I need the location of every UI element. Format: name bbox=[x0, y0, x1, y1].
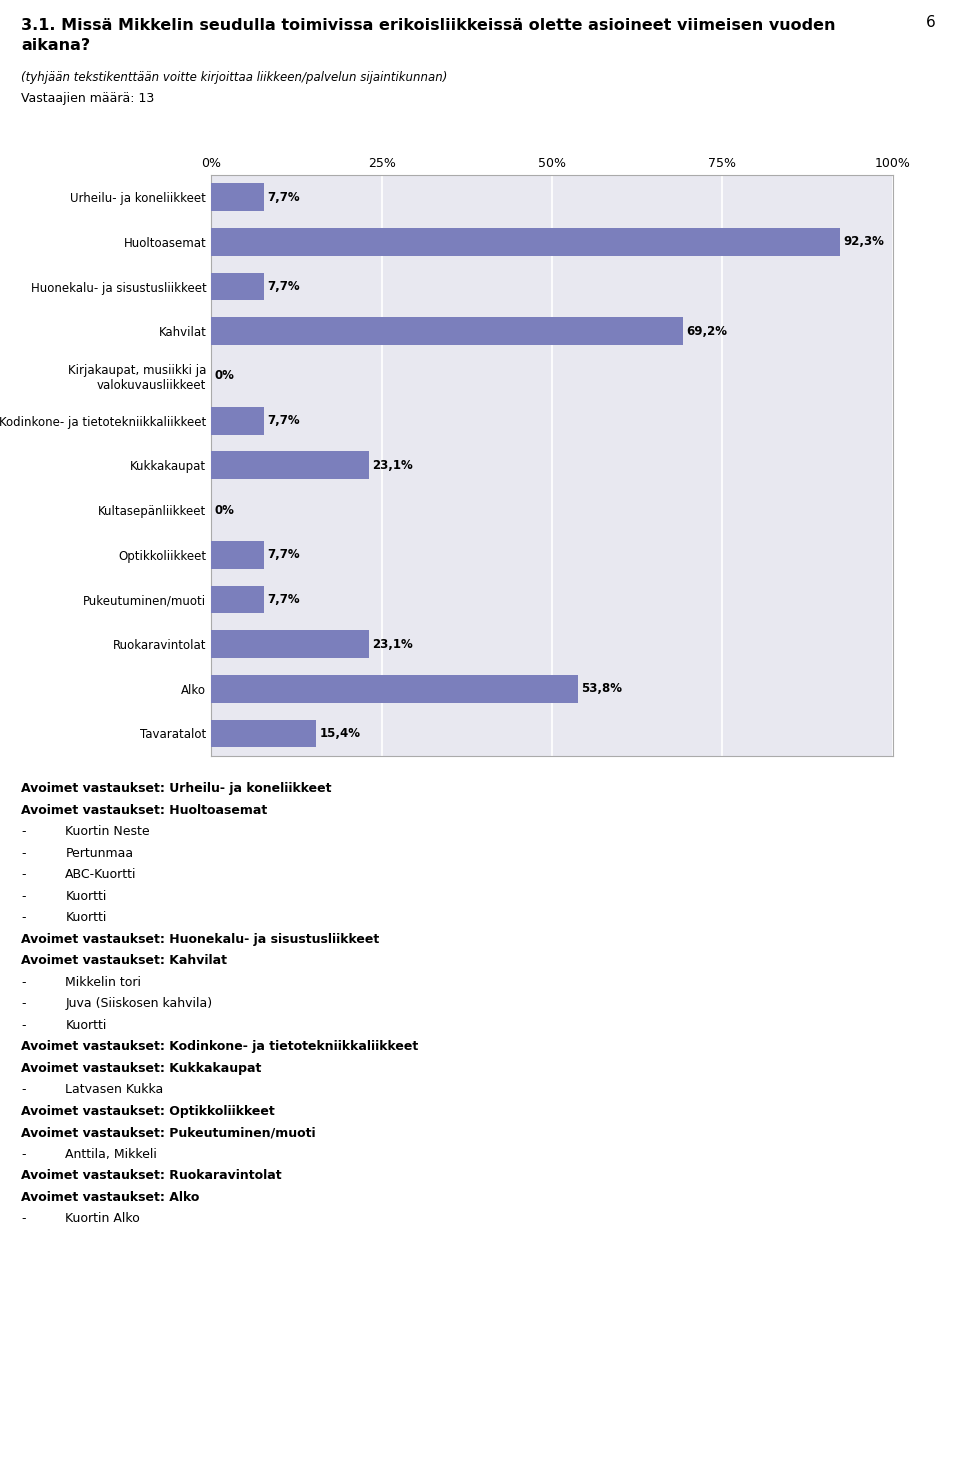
Text: (tyhjään tekstikenttään voitte kirjoittaa liikkeen/palvelun sijaintikunnan): (tyhjään tekstikenttään voitte kirjoitta… bbox=[21, 71, 447, 84]
Text: 15,4%: 15,4% bbox=[320, 728, 361, 740]
Bar bbox=[211, 630, 369, 658]
Text: Kuortti: Kuortti bbox=[65, 889, 107, 903]
Bar bbox=[211, 273, 264, 301]
Bar bbox=[211, 541, 264, 569]
Bar bbox=[211, 406, 264, 434]
Text: 6: 6 bbox=[926, 15, 936, 30]
Text: Vastaajien määrä: 13: Vastaajien määrä: 13 bbox=[21, 92, 155, 105]
Text: Kuortti: Kuortti bbox=[65, 1020, 107, 1031]
Text: Avoimet vastaukset: Huonekalu- ja sisustusliikkeet: Avoimet vastaukset: Huonekalu- ja sisust… bbox=[21, 934, 379, 946]
Text: Avoimet vastaukset: Kodinkone- ja tietotekniikkaliikkeet: Avoimet vastaukset: Kodinkone- ja tietot… bbox=[21, 1040, 419, 1054]
Text: Juva (Siiskosen kahvila): Juva (Siiskosen kahvila) bbox=[65, 997, 212, 1011]
Text: -: - bbox=[21, 889, 26, 903]
Text: Avoimet vastaukset: Kukkakaupat: Avoimet vastaukset: Kukkakaupat bbox=[21, 1063, 261, 1074]
Text: -: - bbox=[21, 1149, 26, 1160]
Text: 23,1%: 23,1% bbox=[372, 459, 413, 471]
Text: -: - bbox=[21, 1083, 26, 1097]
Text: -: - bbox=[21, 825, 26, 839]
Text: 0%: 0% bbox=[215, 369, 234, 382]
Text: ABC-Kuortti: ABC-Kuortti bbox=[65, 868, 136, 882]
Text: Avoimet vastaukset: Pukeutuminen/muoti: Avoimet vastaukset: Pukeutuminen/muoti bbox=[21, 1126, 316, 1140]
Text: Avoimet vastaukset: Optikkoliikkeet: Avoimet vastaukset: Optikkoliikkeet bbox=[21, 1106, 275, 1117]
Text: Kuortin Alko: Kuortin Alko bbox=[65, 1212, 140, 1226]
Bar bbox=[211, 228, 840, 256]
Text: Avoimet vastaukset: Ruokaravintolat: Avoimet vastaukset: Ruokaravintolat bbox=[21, 1169, 281, 1183]
Bar bbox=[211, 674, 578, 702]
Text: -: - bbox=[21, 977, 26, 988]
Text: 3.1. Missä Mikkelin seudulla toimivissa erikoisliikkeissä olette asioineet viime: 3.1. Missä Mikkelin seudulla toimivissa … bbox=[21, 18, 835, 52]
Text: Avoimet vastaukset: Kahvilat: Avoimet vastaukset: Kahvilat bbox=[21, 954, 228, 968]
Bar bbox=[211, 452, 369, 479]
Text: Mikkelin tori: Mikkelin tori bbox=[65, 977, 141, 988]
Bar bbox=[211, 184, 264, 210]
Text: Kuortti: Kuortti bbox=[65, 911, 107, 925]
Text: -: - bbox=[21, 848, 26, 860]
Text: Avoimet vastaukset: Huoltoasemat: Avoimet vastaukset: Huoltoasemat bbox=[21, 803, 268, 817]
Text: 7,7%: 7,7% bbox=[267, 413, 300, 427]
Text: 69,2%: 69,2% bbox=[686, 325, 728, 338]
Text: 7,7%: 7,7% bbox=[267, 191, 300, 203]
Bar bbox=[211, 585, 264, 614]
Text: -: - bbox=[21, 997, 26, 1011]
Text: -: - bbox=[21, 1212, 26, 1226]
Text: 53,8%: 53,8% bbox=[582, 682, 622, 695]
Text: -: - bbox=[21, 1020, 26, 1031]
Text: Avoimet vastaukset: Alko: Avoimet vastaukset: Alko bbox=[21, 1192, 200, 1203]
Text: Anttila, Mikkeli: Anttila, Mikkeli bbox=[65, 1149, 157, 1160]
Text: Avoimet vastaukset: Urheilu- ja koneliikkeet: Avoimet vastaukset: Urheilu- ja koneliik… bbox=[21, 782, 331, 796]
Text: 0%: 0% bbox=[215, 504, 234, 517]
Text: 7,7%: 7,7% bbox=[267, 593, 300, 606]
Text: 92,3%: 92,3% bbox=[844, 236, 884, 249]
Text: 7,7%: 7,7% bbox=[267, 280, 300, 293]
Text: 23,1%: 23,1% bbox=[372, 637, 413, 651]
Text: Latvasen Kukka: Latvasen Kukka bbox=[65, 1083, 163, 1097]
Text: 7,7%: 7,7% bbox=[267, 548, 300, 562]
Text: Kuortin Neste: Kuortin Neste bbox=[65, 825, 150, 839]
Text: -: - bbox=[21, 868, 26, 882]
Bar bbox=[211, 720, 316, 747]
Text: Pertunmaa: Pertunmaa bbox=[65, 848, 133, 860]
Bar bbox=[211, 317, 683, 345]
Text: -: - bbox=[21, 911, 26, 925]
